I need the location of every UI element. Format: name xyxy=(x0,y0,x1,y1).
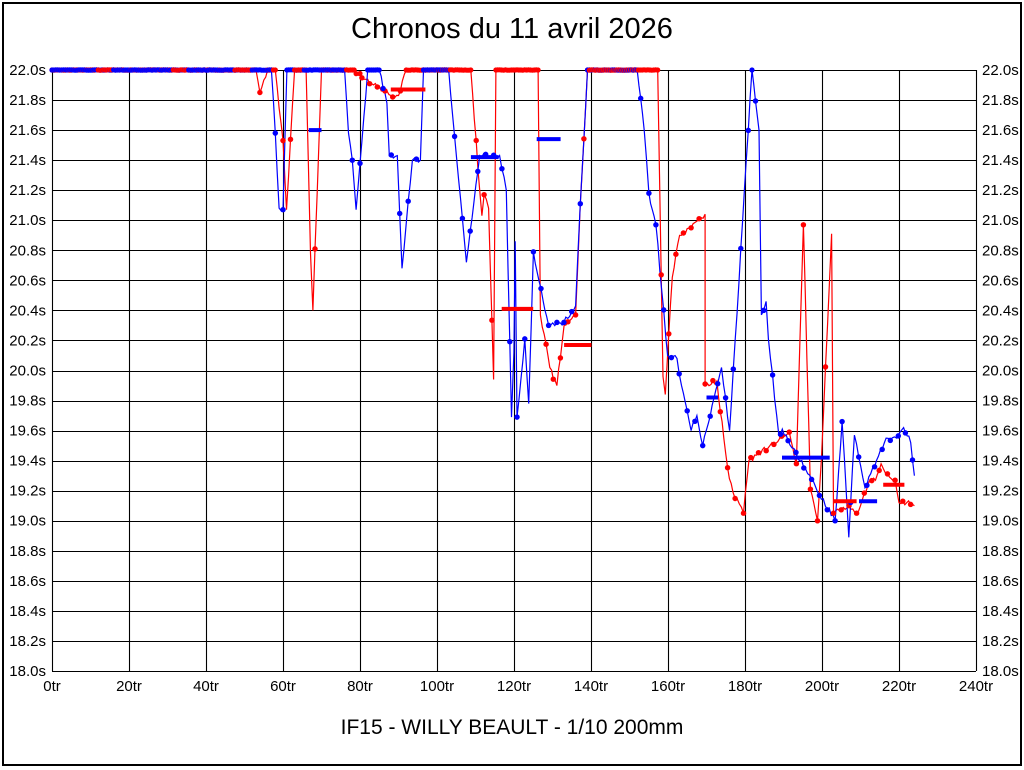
svg-text:18.0s: 18.0s xyxy=(9,663,46,680)
svg-text:18.4s: 18.4s xyxy=(982,603,1019,620)
svg-text:20.8s: 20.8s xyxy=(982,242,1019,259)
svg-text:180tr: 180tr xyxy=(728,678,762,695)
svg-text:21.6s: 21.6s xyxy=(9,122,46,139)
svg-text:160tr: 160tr xyxy=(651,678,685,695)
svg-text:20.0s: 20.0s xyxy=(9,363,46,380)
svg-text:0tr: 0tr xyxy=(43,678,61,695)
svg-text:19.2s: 19.2s xyxy=(982,483,1019,500)
svg-text:22.0s: 22.0s xyxy=(982,62,1019,79)
svg-text:19.0s: 19.0s xyxy=(9,513,46,530)
svg-text:22.0s: 22.0s xyxy=(9,62,46,79)
svg-text:19.8s: 19.8s xyxy=(9,393,46,410)
svg-text:80tr: 80tr xyxy=(347,678,373,695)
svg-text:18.6s: 18.6s xyxy=(9,573,46,590)
svg-text:40tr: 40tr xyxy=(193,678,219,695)
svg-text:21.8s: 21.8s xyxy=(9,92,46,109)
svg-text:20.0s: 20.0s xyxy=(982,363,1019,380)
svg-text:20.6s: 20.6s xyxy=(982,272,1019,289)
svg-text:20.4s: 20.4s xyxy=(982,302,1019,319)
svg-text:19.0s: 19.0s xyxy=(982,513,1019,530)
svg-text:18.4s: 18.4s xyxy=(9,603,46,620)
svg-text:21.2s: 21.2s xyxy=(9,182,46,199)
svg-text:140tr: 140tr xyxy=(574,678,608,695)
svg-text:120tr: 120tr xyxy=(497,678,531,695)
svg-text:20.2s: 20.2s xyxy=(9,332,46,349)
svg-text:18.6s: 18.6s xyxy=(982,573,1019,590)
svg-text:19.6s: 19.6s xyxy=(9,423,46,440)
svg-text:19.8s: 19.8s xyxy=(982,393,1019,410)
svg-text:21.4s: 21.4s xyxy=(9,152,46,169)
svg-text:20.4s: 20.4s xyxy=(9,302,46,319)
svg-text:19.2s: 19.2s xyxy=(9,483,46,500)
svg-text:60tr: 60tr xyxy=(270,678,296,695)
svg-text:21.8s: 21.8s xyxy=(982,92,1019,109)
svg-text:20.2s: 20.2s xyxy=(982,332,1019,349)
svg-text:240tr: 240tr xyxy=(959,678,993,695)
svg-text:220tr: 220tr xyxy=(882,678,916,695)
svg-text:19.6s: 19.6s xyxy=(982,423,1019,440)
svg-text:21.6s: 21.6s xyxy=(982,122,1019,139)
svg-text:21.4s: 21.4s xyxy=(982,152,1019,169)
svg-text:18.8s: 18.8s xyxy=(9,543,46,560)
svg-text:21.0s: 21.0s xyxy=(9,212,46,229)
svg-text:20.8s: 20.8s xyxy=(9,242,46,259)
svg-text:100tr: 100tr xyxy=(420,678,454,695)
svg-text:18.2s: 18.2s xyxy=(982,633,1019,650)
svg-text:21.2s: 21.2s xyxy=(982,182,1019,199)
svg-text:200tr: 200tr xyxy=(805,678,839,695)
svg-text:18.2s: 18.2s xyxy=(9,633,46,650)
svg-text:19.4s: 19.4s xyxy=(982,453,1019,470)
svg-text:18.8s: 18.8s xyxy=(982,543,1019,560)
svg-text:20tr: 20tr xyxy=(116,678,142,695)
svg-text:19.4s: 19.4s xyxy=(9,453,46,470)
svg-text:20.6s: 20.6s xyxy=(9,272,46,289)
svg-text:21.0s: 21.0s xyxy=(982,212,1019,229)
